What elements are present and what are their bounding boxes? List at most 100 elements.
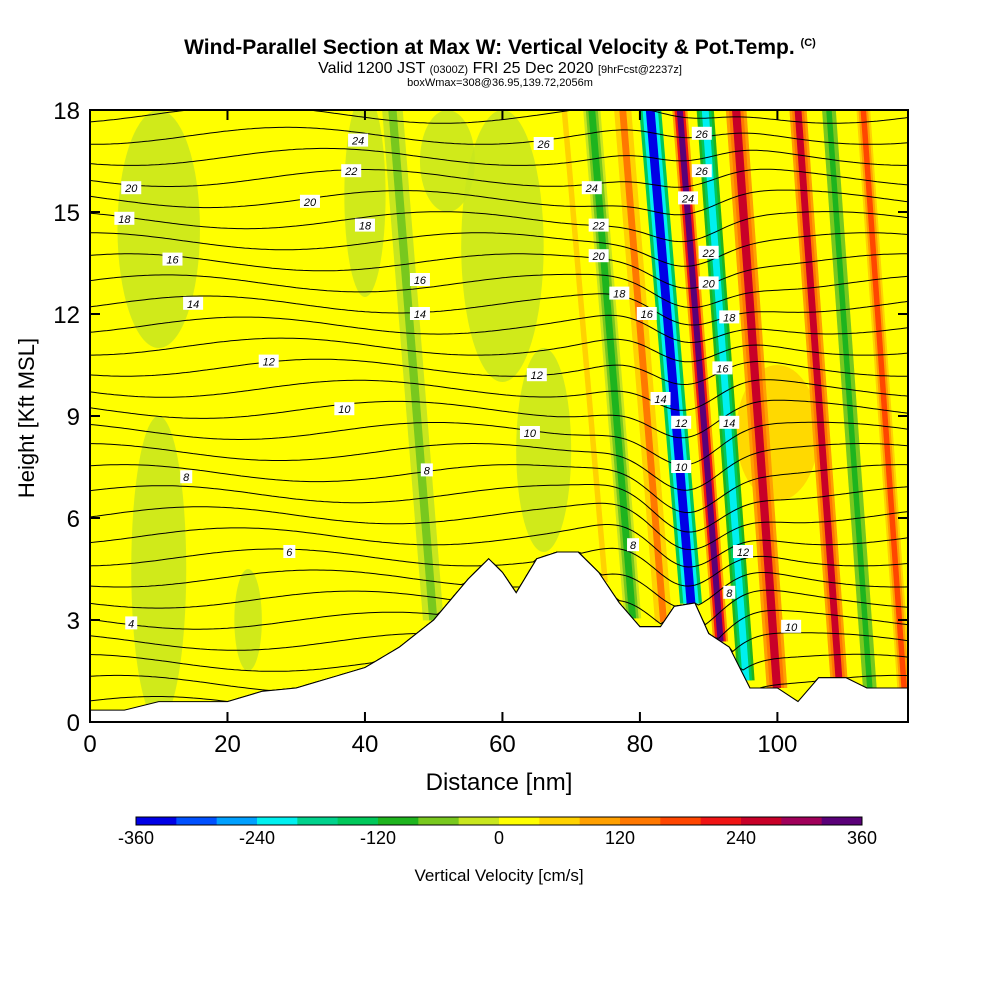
contour-label-text: 8 bbox=[424, 465, 431, 477]
theta-contour bbox=[90, 337, 908, 363]
velocity-region bbox=[516, 348, 572, 552]
contour-label: 22 bbox=[698, 245, 719, 260]
theta-contour bbox=[90, 547, 908, 587]
colorbar-swatch bbox=[378, 817, 419, 825]
contour-label-text: 18 bbox=[118, 214, 131, 226]
contour-label-bg bbox=[650, 392, 671, 405]
contour-label-bg bbox=[581, 181, 602, 195]
contour-label-text: 14 bbox=[654, 394, 666, 406]
colorbar-tick-label: -120 bbox=[360, 828, 396, 848]
contour-label: 10 bbox=[781, 619, 802, 634]
contour-label-bg bbox=[698, 245, 719, 259]
contour-label-text: 12 bbox=[263, 357, 275, 369]
contour-label-bg bbox=[588, 249, 609, 263]
contour-label-bg bbox=[533, 137, 554, 150]
contour-label-bg bbox=[258, 354, 279, 368]
contour-label-text: 4 bbox=[128, 618, 134, 630]
colorbar-swatch bbox=[337, 817, 379, 825]
contour-label: 20 bbox=[121, 181, 142, 195]
colorbar-swatch bbox=[257, 817, 298, 825]
contour-label-text: 26 bbox=[695, 129, 709, 141]
contour-label-bg bbox=[519, 426, 540, 439]
contour-label-bg bbox=[409, 273, 430, 286]
y-tick-label: 0 bbox=[67, 710, 80, 737]
velocity-region bbox=[419, 110, 475, 212]
contour-label-bg bbox=[121, 181, 142, 195]
contour-label: 24 bbox=[581, 181, 602, 195]
contour-label: 24 bbox=[678, 191, 699, 205]
contour-labels: 4 6 8 8 8 8 10 10 10 10 12 12 12 12 14 14 14 14 16 16 16 16 18… bbox=[114, 126, 802, 634]
colorbar-swatch bbox=[418, 817, 460, 825]
contour-label: 18 bbox=[609, 286, 630, 301]
contour-label: 8 bbox=[420, 463, 433, 477]
contour-label-text: 24 bbox=[681, 193, 694, 205]
y-axis: 0 3 6 9 12 15 18 bbox=[53, 98, 908, 737]
velocity-region bbox=[131, 416, 187, 722]
contour-label: 20 bbox=[698, 276, 719, 290]
contour-label-text: 12 bbox=[737, 547, 749, 559]
contour-label-bg bbox=[671, 415, 692, 429]
contour-label-bg bbox=[678, 191, 699, 205]
contour-label: 18 bbox=[354, 218, 375, 233]
contour-label: 8 bbox=[627, 538, 640, 552]
contour-label: 10 bbox=[334, 402, 355, 416]
contour-label-text: 18 bbox=[723, 312, 736, 324]
contour-label: 22 bbox=[588, 218, 609, 233]
contour-label: 4 bbox=[125, 616, 138, 630]
colorbar-frame bbox=[135, 816, 863, 826]
colorbar-swatch bbox=[741, 817, 782, 825]
theta-contour bbox=[90, 110, 908, 124]
contour-label-bg bbox=[526, 368, 547, 382]
colorbar-swatch bbox=[297, 817, 339, 825]
colorbar-swatch bbox=[781, 817, 823, 825]
contour-label-text: 20 bbox=[303, 197, 317, 209]
contour-label: 14 bbox=[183, 296, 204, 311]
contour-label: 8 bbox=[723, 585, 736, 600]
contour-label: 26 bbox=[691, 164, 712, 178]
contour-label-bg bbox=[354, 218, 375, 232]
contour-label: 10 bbox=[519, 426, 540, 440]
x-tick-label: 80 bbox=[627, 731, 654, 758]
velocity-region bbox=[234, 569, 262, 671]
colorbar: -360 -240 -120 0 120 240 360 bbox=[118, 816, 877, 848]
velocity-band bbox=[645, 110, 696, 604]
contour-label: 6 bbox=[283, 545, 296, 559]
x-axis-label: Distance [nm] bbox=[426, 769, 573, 796]
contour-label-text: 24 bbox=[585, 183, 598, 195]
contour-label-bg bbox=[409, 307, 430, 320]
contour-label: 16 bbox=[409, 273, 430, 287]
contour-label: 12 bbox=[733, 545, 754, 559]
contour-label: 22 bbox=[341, 164, 362, 178]
theta-contour bbox=[90, 253, 908, 289]
contour-label: 16 bbox=[162, 252, 183, 267]
contour-label-bg bbox=[420, 463, 433, 477]
x-tick-label: 0 bbox=[83, 731, 96, 758]
y-tick-label: 9 bbox=[67, 404, 80, 431]
contour-label: 8 bbox=[180, 470, 193, 484]
y-tick-label: 18 bbox=[53, 98, 80, 125]
colorbar-swatch bbox=[176, 817, 218, 825]
theta-contour bbox=[90, 421, 908, 466]
colorbar-swatch bbox=[499, 817, 540, 825]
theta-contour bbox=[90, 443, 908, 491]
contour-label-bg bbox=[341, 164, 362, 178]
contour-label-bg bbox=[283, 545, 296, 558]
terrain-profile bbox=[90, 551, 908, 722]
contour-label-text: 20 bbox=[702, 278, 716, 290]
theta-contour bbox=[90, 273, 908, 309]
colorbar-label: Vertical Velocity [cm/s] bbox=[414, 866, 583, 885]
valid-date: FRI 25 Dec 2020 bbox=[472, 60, 594, 77]
contour-label-bg bbox=[114, 211, 135, 225]
contour-label-bg bbox=[719, 415, 740, 429]
theta-contour bbox=[90, 293, 908, 326]
contour-label: 26 bbox=[533, 137, 554, 151]
velocity-region bbox=[461, 110, 544, 382]
valid-utc: (0300Z) bbox=[429, 64, 469, 76]
contour-label-text: 22 bbox=[344, 166, 357, 178]
contour-label-bg bbox=[733, 545, 754, 558]
contour-label: 26 bbox=[691, 126, 712, 141]
contour-label-bg bbox=[671, 460, 692, 473]
colorbar-swatch bbox=[620, 817, 661, 825]
contour-label-text: 20 bbox=[592, 251, 606, 263]
contour-label-bg bbox=[627, 538, 640, 552]
